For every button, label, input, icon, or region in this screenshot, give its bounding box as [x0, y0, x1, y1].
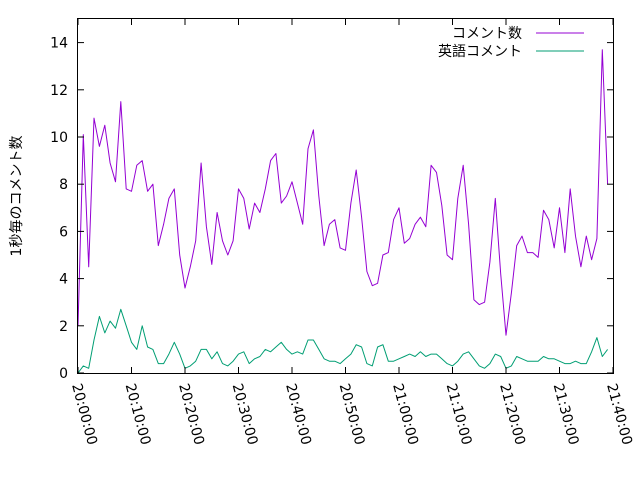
x-tick-label: 21:20:00	[496, 382, 528, 447]
series-layer	[77, 49, 609, 374]
y-tick-label: 4	[59, 272, 68, 288]
series-line-1	[77, 49, 609, 336]
y-tick-label: 14	[50, 36, 68, 52]
x-tick-label: 20:30:00	[229, 382, 261, 447]
x-tick-label: 20:40:00	[282, 382, 314, 447]
y-tick-label: 6	[59, 224, 68, 240]
x-tick-label: 20:00:00	[68, 382, 100, 447]
axis-layer: 0 2 4 6 8 10 12 14 20:00:00 20:10:00 20:20:00 20:30…	[50, 19, 635, 447]
x-tick-label: 21:40:00	[603, 382, 635, 447]
x-tick-label: 20:50:00	[336, 382, 368, 447]
x-tick-label: 21:10:00	[443, 382, 475, 447]
y-tick-label: 12	[50, 83, 68, 99]
legend-label: コメント数	[452, 26, 522, 42]
x-tick-label: 21:30:00	[550, 382, 582, 447]
y-tick-label: 8	[59, 177, 68, 193]
x-tick-label: 20:10:00	[122, 382, 154, 447]
y-tick-label: 0	[59, 366, 68, 382]
plot-frame	[77, 18, 614, 374]
legend-label: 英語コメント	[438, 43, 522, 60]
x-tick-label: 21:00:00	[389, 382, 421, 447]
series-line-2	[77, 308, 609, 374]
x-tick-label: 20:20:00	[175, 382, 207, 447]
y-axis-label: 1秒毎のコメント数	[9, 136, 25, 257]
y-tick-label: 2	[59, 319, 68, 335]
y-tick-label: 10	[50, 130, 68, 146]
